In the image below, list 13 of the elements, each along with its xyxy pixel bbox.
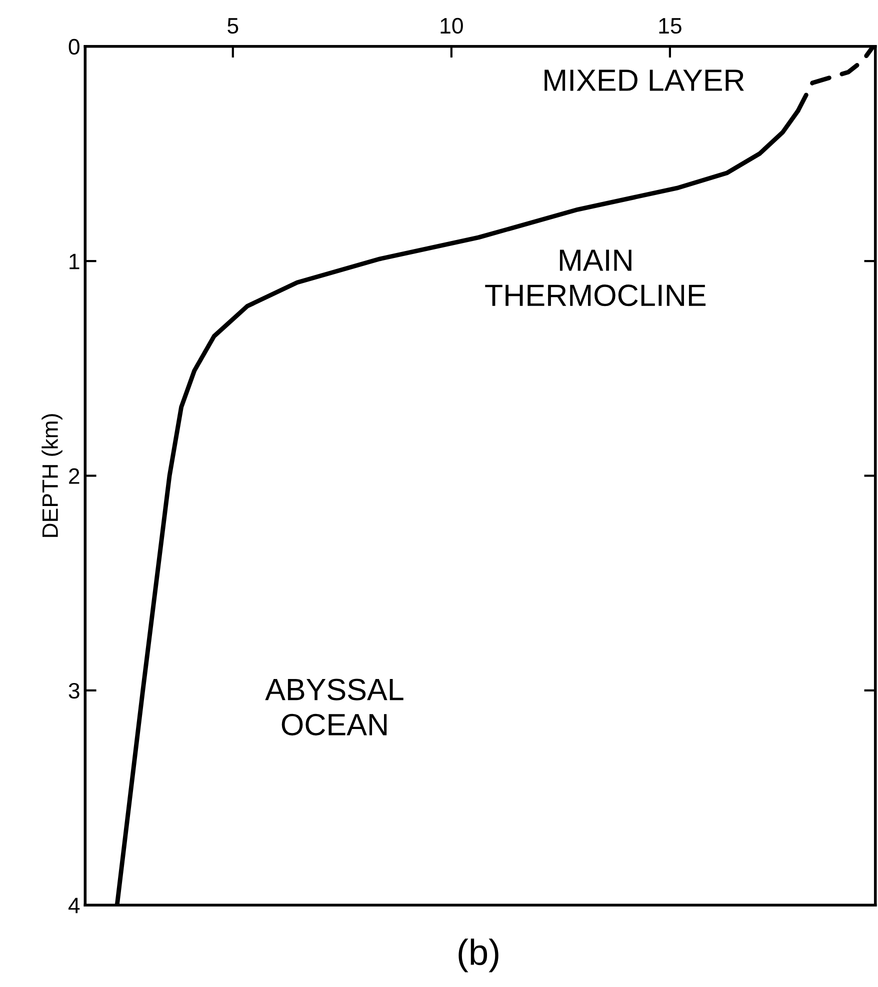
annotation: MAIN THERMOCLINE [485,250,706,306]
y-tick-label: 2 [69,468,80,484]
y-tick-label: 1 [70,254,80,270]
y-tick-label: 4 [68,898,80,914]
annotation: ABYSSAL OCEAN [265,678,404,736]
y-tick-label: 0 [68,38,80,55]
y-axis-title: DEPTH (km) [42,414,62,537]
x-tick-label: 15 [659,18,682,34]
annotation: MIXED LAYER [544,70,744,91]
x-tick-label: 10 [440,18,463,34]
y-tick-label: 3 [68,682,80,699]
text: (b) [458,938,498,972]
x-tick-label: 5 [228,18,238,34]
